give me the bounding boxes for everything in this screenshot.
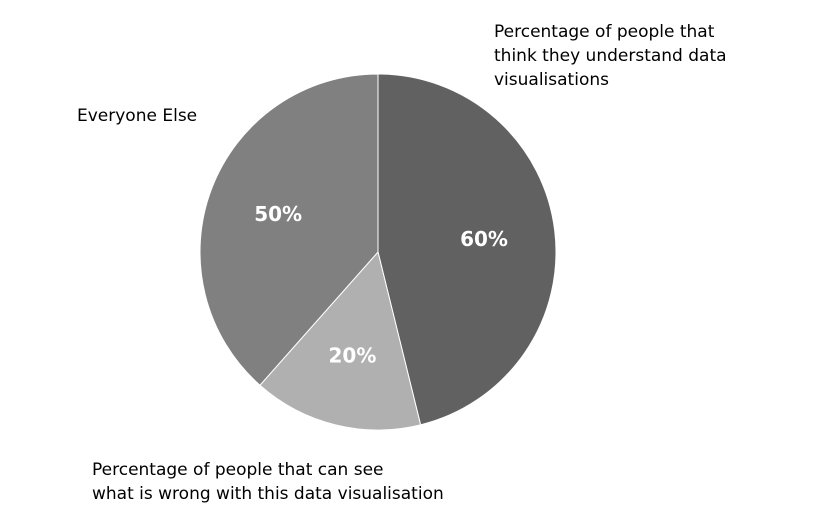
data-label-understand: 60% (460, 227, 508, 251)
category-label-see-wrong: Percentage of people that can see what i… (92, 460, 444, 504)
data-label-everyone-else: 50% (254, 202, 302, 226)
category-label-understand: Percentage of people that think they und… (494, 22, 727, 90)
pie-slice-everyone-else (199, 73, 379, 386)
pie-slice-understand (377, 73, 557, 426)
data-label-see-wrong: 20% (329, 344, 377, 368)
pie-slice-see-wrong (259, 250, 422, 431)
category-label-everyone-else: Everyone Else (77, 106, 198, 126)
